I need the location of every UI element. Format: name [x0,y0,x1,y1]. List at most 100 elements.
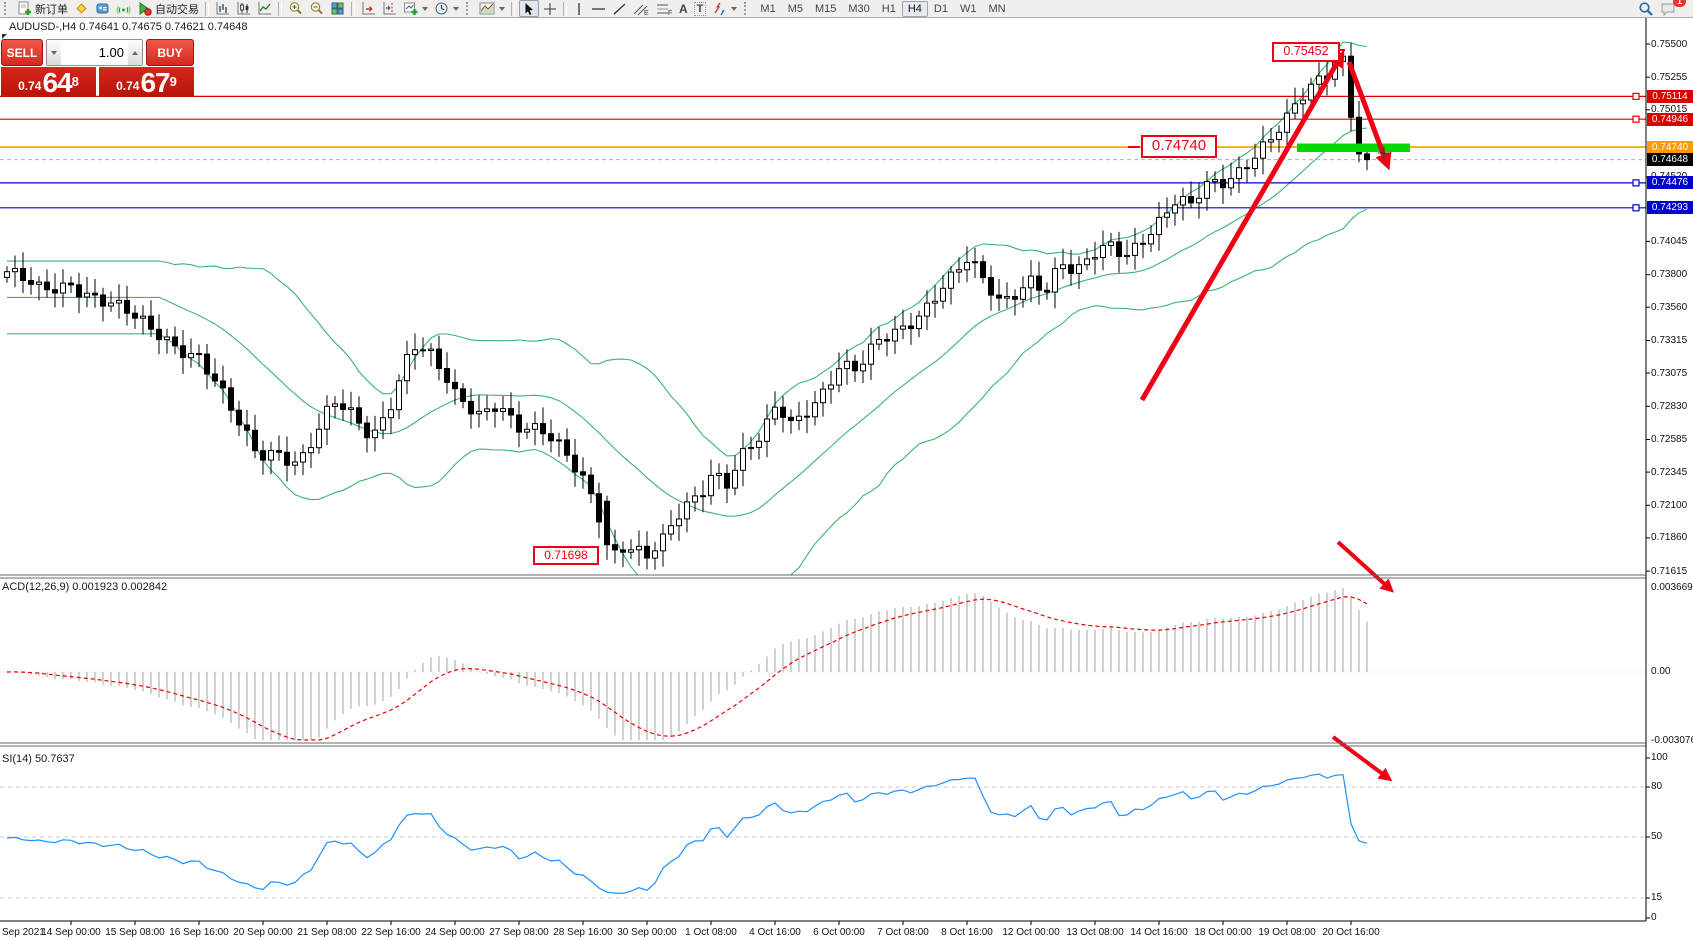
one-click-trading-panel: SELL 1.00 BUY 0.74 64 8 0.74 67 9 [1,34,194,97]
dropdown-caret-icon [499,6,505,11]
cursor-tool-button[interactable] [519,0,539,17]
horizontal-line-icon [592,7,605,10]
signals-button[interactable] [114,0,133,17]
fibonacci-tool-button[interactable]: F [654,0,675,17]
cursor-icon [525,2,533,15]
price-tick-label: 0.72585 [1651,434,1688,446]
annotation-mid-price[interactable]: 0.74740 [1141,135,1217,158]
crosshair-icon [544,2,556,15]
toolbar-grip[interactable] [744,2,751,15]
date-tick-label: 14 Sep 00:00 [41,927,101,938]
tf-w1-button[interactable]: W1 [954,1,983,17]
period-button[interactable] [432,0,461,17]
price-tick-label: 0.73800 [1651,269,1688,281]
price-tick-label: 0.72830 [1651,400,1688,412]
buy-price-prefix: 0.74 [116,79,140,93]
date-tick-label: 7 Oct 08:00 [877,927,929,938]
macd-scale-label: 0.00 [1651,666,1671,677]
zoom-out-button[interactable] [307,0,326,17]
sell-price-button[interactable]: 0.74 64 8 [1,67,96,97]
horizontal-line-tool-button[interactable] [589,0,608,17]
tile-windows-icon [331,2,344,15]
tf-mn-button[interactable]: MN [982,1,1011,17]
macd-indicator-label: ACD(12,26,9) 0.001923 0.002842 [2,581,168,593]
tf-m1-button[interactable]: M1 [754,1,781,17]
macd-scale-label: 0.003669 [1651,582,1693,593]
rsi-scale-label: 50 [1651,831,1663,842]
notifications-button[interactable]: 1 [1658,0,1686,17]
annotation-peak-price[interactable]: 0.75452 [1272,42,1340,62]
tf-m30-button[interactable]: M30 [842,1,875,17]
svg-text:F: F [668,10,672,16]
autotrading-button[interactable]: 自动交易 [135,0,201,17]
buy-price-button[interactable]: 0.74 67 9 [99,67,194,97]
new-order-button[interactable]: 新订单 [15,0,70,17]
price-tick-label: 0.72100 [1651,499,1688,511]
date-tick-label: 4 Oct 16:00 [749,927,801,938]
text-tool-button[interactable]: A [677,0,690,17]
line-chart-icon [258,2,271,15]
date-tick-label: 6 Oct 00:00 [813,927,865,938]
price-level-badge: 0.74476 [1647,176,1693,190]
price-tick-label: 0.75015 [1651,104,1688,116]
text-tool-icon: A [679,1,688,16]
tf-h4-button[interactable]: H4 [901,0,928,17]
candlestick-chart-button[interactable] [234,0,253,17]
tf-h1-button[interactable]: H1 [876,1,902,17]
date-tick-label: 15 Sep 08:00 [105,927,165,938]
line-chart-button[interactable] [255,0,274,17]
zoom-in-button[interactable] [286,0,305,17]
zoom-out-icon [310,2,323,15]
date-tick-label: 14 Oct 16:00 [1130,927,1188,938]
volume-value[interactable]: 1.00 [98,45,124,60]
price-tick-label: 0.73560 [1651,301,1688,313]
trendline-tool-button[interactable] [610,0,629,17]
text-label-tool-button[interactable]: T [692,0,709,17]
price-alert-button[interactable] [72,0,91,17]
vertical-line-tool-button[interactable] [571,0,587,17]
date-tick-label: 30 Sep 00:00 [617,927,677,938]
date-tick-label: 18 Oct 00:00 [1194,927,1252,938]
rsi-scale-label: 15 [1651,892,1663,903]
diamond-icon [76,3,87,14]
price-tick-label: 0.71860 [1651,532,1688,544]
tf-m15-button[interactable]: M15 [809,1,842,17]
caret-down-icon [51,50,57,55]
chart-shift-button[interactable] [380,0,399,17]
channel-tool-button[interactable]: E [631,0,652,17]
toolbar-separator [351,1,355,16]
caret-up-icon [132,50,138,55]
add-indicator-button[interactable] [401,0,430,17]
sell-button[interactable]: SELL [1,39,43,66]
tf-d1-button[interactable]: D1 [928,1,954,17]
clock-icon [435,2,448,15]
community-button[interactable] [93,0,112,17]
search-button[interactable] [1636,0,1656,17]
volume-down-button[interactable] [47,40,61,65]
arrows-tool-button[interactable] [710,0,739,17]
tile-windows-button[interactable] [328,0,347,17]
toolbar-grip[interactable] [466,2,473,15]
price-level-badge: 0.74740 [1647,140,1693,154]
candlestick-chart-icon [237,2,250,15]
volume-up-button[interactable] [128,40,142,65]
date-tick-label: 28 Sep 16:00 [553,927,613,938]
buy-button[interactable]: BUY [146,39,194,66]
fibonacci-icon: F [657,4,672,16]
annotation-low-price[interactable]: 0.71698 [533,546,599,565]
toolbar-separator [511,1,515,16]
toolbar-grip[interactable] [4,2,11,15]
auto-scroll-button[interactable] [359,0,378,17]
toolbar-separator [563,1,567,16]
new-order-icon [18,1,31,15]
date-tick-label: 21 Sep 08:00 [297,927,357,938]
templates-button[interactable] [477,0,507,17]
bar-chart-button[interactable] [213,0,232,17]
crosshair-tool-button[interactable] [541,0,559,17]
panel-collapse-icon[interactable] [2,34,7,39]
new-order-label: 新订单 [35,3,68,16]
sell-price-prefix: 0.74 [18,79,42,93]
tf-m5-button[interactable]: M5 [782,1,809,17]
